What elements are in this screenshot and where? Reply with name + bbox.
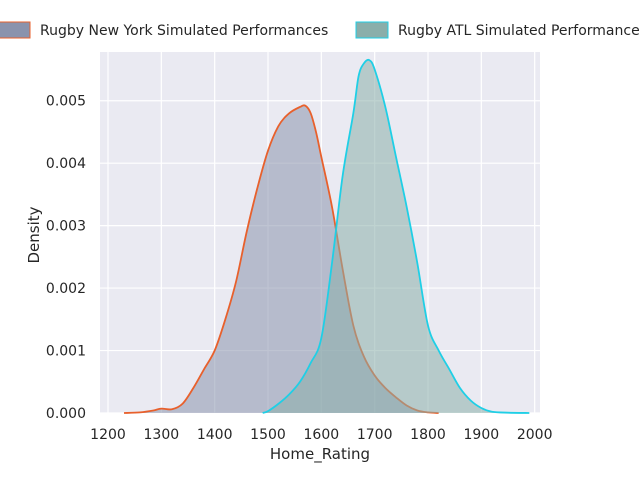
y-tick-label: 0.005 xyxy=(46,94,86,110)
legend-swatch-atl xyxy=(355,21,389,39)
y-tick-label: 0.002 xyxy=(46,281,86,297)
x-tick-label: 1900 xyxy=(464,427,500,443)
x-tick-label: 1700 xyxy=(357,427,393,443)
y-axis-label: Density xyxy=(25,206,43,263)
y-tick-label: 0.001 xyxy=(46,344,86,360)
x-tick-label: 1800 xyxy=(410,427,446,443)
x-tick-labels: 1200 1300 1400 1500 1600 1700 1800 1900 2000 xyxy=(90,427,552,443)
legend: Rugby New York Simulated Performances Ru… xyxy=(0,21,640,39)
x-axis-label: Home_Rating xyxy=(270,445,370,464)
y-tick-label: 0.004 xyxy=(46,156,86,172)
x-tick-label: 1300 xyxy=(144,427,180,443)
x-tick-label: 1600 xyxy=(304,427,340,443)
x-tick-label: 2000 xyxy=(517,427,553,443)
x-tick-label: 1500 xyxy=(250,427,286,443)
y-tick-labels: 0.000 0.001 0.002 0.003 0.004 0.005 xyxy=(46,94,86,422)
x-tick-label: 1400 xyxy=(197,427,233,443)
density-fill-new-york xyxy=(124,105,439,413)
legend-label-new-york: Rugby New York Simulated Performances xyxy=(40,23,328,39)
x-tick-label: 1200 xyxy=(90,427,126,443)
y-tick-label: 0.003 xyxy=(46,219,86,235)
density-curves xyxy=(123,58,530,414)
density-line-atl xyxy=(262,58,530,414)
legend-swatch-new-york xyxy=(0,21,31,39)
legend-label-atl: Rugby ATL Simulated Performances xyxy=(398,23,640,39)
density-fill-atl xyxy=(262,59,530,413)
y-tick-label: 0.000 xyxy=(46,406,86,422)
